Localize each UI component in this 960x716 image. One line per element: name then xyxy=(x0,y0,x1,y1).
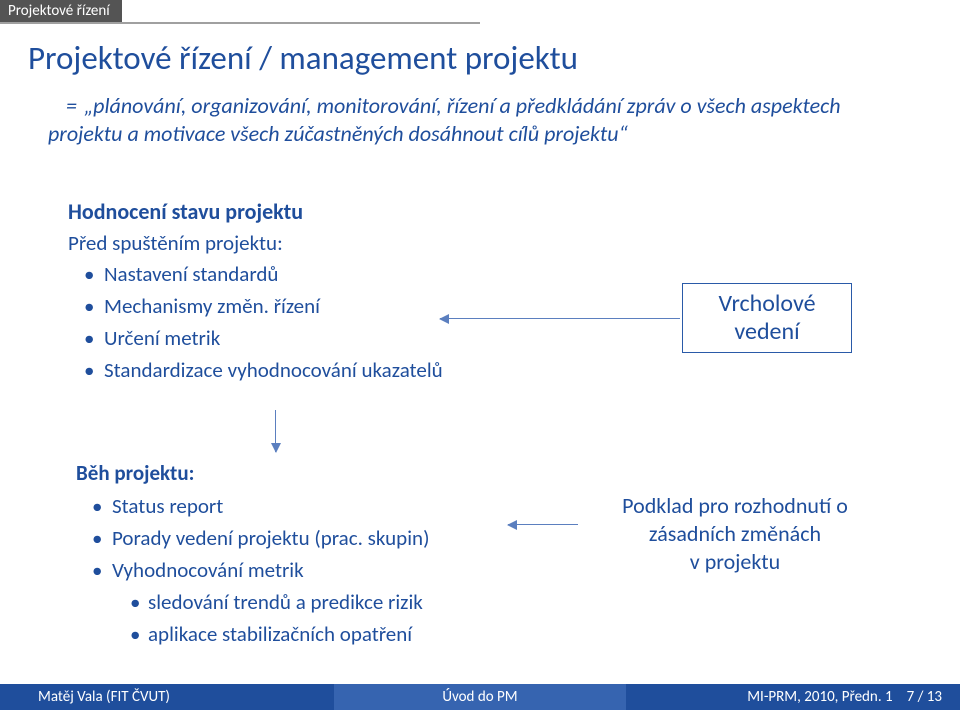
sub-bullets: sledování trendů a predikce rizik aplikac… xyxy=(112,588,429,649)
box-line2: vedení xyxy=(734,318,799,346)
footer-meta: MI-PRM, 2010, Předn. 1 7 / 13 xyxy=(626,684,960,710)
list-item: Určení metrik xyxy=(82,324,443,353)
definition-paragraph: = „plánování, organizování, monitorování… xyxy=(48,92,868,148)
subhead-project-run: Běh projektu: xyxy=(76,460,194,486)
footer-course: MI-PRM, 2010, Předn. 1 xyxy=(747,688,892,706)
footer-title: Úvod do PM xyxy=(334,684,626,710)
footer-bar: Matěj Vala (FIT ČVUT) Úvod do PM MI-PRM,… xyxy=(0,684,960,710)
page-title: Projektové řízení / management projektu xyxy=(28,38,578,78)
arrow-head-icon xyxy=(271,443,281,453)
definition-text: „plánování, organizování, monitorování, … xyxy=(48,92,841,147)
podklad-line1: Podklad pro rozhodnutí o xyxy=(590,492,880,520)
list-item: Vyhodnocování metriksledování trendů a p… xyxy=(90,556,429,649)
section-heading-assessment: Hodnocení stavu projektu xyxy=(68,198,303,225)
arrow-head-icon xyxy=(439,314,449,324)
list-item: aplikace stabilizačních opatření xyxy=(112,620,429,649)
list-item: sledování trendů a predikce rizik xyxy=(112,588,429,617)
list-item: Mechanismy změn. řízení xyxy=(82,292,443,321)
equals-prefix: = xyxy=(66,92,77,120)
list-item: Standardizace vyhodnocování ukazatelů xyxy=(82,356,443,385)
list-item: Nastavení standardů xyxy=(82,260,443,289)
bullets-before-launch: Nastavení standardů Mechanismy změn. říze… xyxy=(82,260,443,388)
arrow-head-icon xyxy=(507,520,517,530)
footer-author: Matěj Vala (FIT ČVUT) xyxy=(0,684,334,710)
arrow-to-bullets1 xyxy=(440,318,680,319)
footer-page: 7 / 13 xyxy=(907,688,942,706)
section-tab-label: Projektové řízení xyxy=(8,2,110,20)
section-tab: Projektové řízení xyxy=(0,0,122,22)
arrow-to-bullets2 xyxy=(508,524,578,525)
subhead-before-launch: Před spuštěním projektu: xyxy=(68,230,283,256)
top-management-box: Vrcholové vedení xyxy=(682,283,852,353)
box-line1: Vrcholové xyxy=(718,290,815,318)
bullets-project-run: Status report Porady vedení projektu (pra… xyxy=(90,492,429,652)
list-item: Porady vedení projektu (prac. skupin) xyxy=(90,524,429,553)
tab-underline xyxy=(0,22,480,24)
decision-basis-text: Podklad pro rozhodnutí o zásadních změná… xyxy=(590,492,880,576)
podklad-line3: v projektu xyxy=(590,548,880,576)
arrow-down xyxy=(275,410,276,452)
list-item: Status report xyxy=(90,492,429,521)
podklad-line2: zásadních změnách xyxy=(590,520,880,548)
